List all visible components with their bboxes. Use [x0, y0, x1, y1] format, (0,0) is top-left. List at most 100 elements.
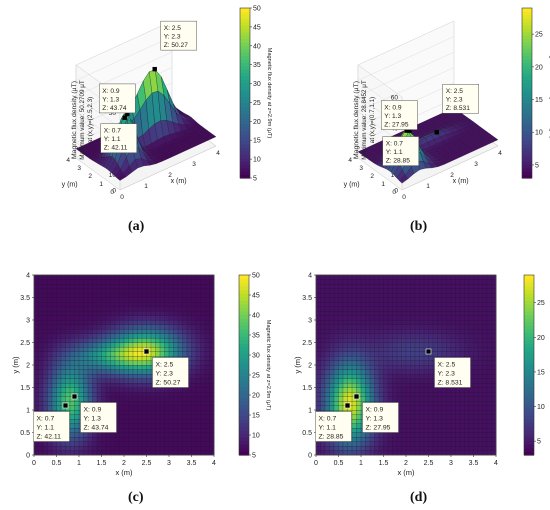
heatmap-cell [51, 292, 57, 298]
heatmap-cell [410, 337, 416, 343]
heatmap-cell [486, 328, 492, 334]
z-gridline [75, 51, 173, 129]
heatmap-cell [482, 373, 488, 379]
heatmap-cell [468, 274, 474, 280]
datatip-text: Y: 1.3 [102, 96, 119, 103]
colorbar-frame-d [523, 274, 535, 456]
heatmap-cell [446, 310, 452, 316]
heatmap-cell [56, 445, 62, 451]
datatip-text: Z: 42.11 [37, 434, 62, 441]
heatmap-cell [182, 333, 188, 339]
heatmap-cell [315, 297, 321, 303]
heatmap-cell [114, 279, 120, 285]
heatmap-cell [164, 387, 170, 393]
heatmap-cell [356, 301, 362, 307]
heatmap-cell [464, 288, 470, 294]
heatmap-cell [405, 306, 411, 312]
heatmap-cell [351, 324, 357, 330]
heatmap-cell [65, 315, 71, 321]
heatmap-cell [150, 324, 156, 330]
colorbar-segment [522, 154, 532, 159]
heatmap-cell [83, 297, 89, 303]
colorbar-segment [522, 8, 532, 12]
heatmap-cell [204, 418, 210, 424]
heatmap-cell [414, 445, 420, 451]
heatmap-cell [396, 445, 402, 451]
heatmap-cell [92, 450, 98, 456]
heatmap-cell [74, 351, 80, 357]
heatmap-cell [369, 337, 375, 343]
heatmap-cell [360, 310, 366, 316]
heatmap-cell [401, 315, 407, 321]
heatmap-cell [459, 436, 465, 442]
heatmap-cell [56, 373, 62, 379]
heatmap-cell [186, 310, 192, 316]
heatmap-cell [392, 274, 398, 280]
heatmap-cell [132, 328, 138, 334]
colorbar-segment [524, 386, 534, 391]
heatmap-cell [146, 396, 152, 402]
heatmap-cell [356, 328, 362, 334]
heatmap-cell [128, 391, 134, 397]
heatmap-cell [137, 310, 143, 316]
heatmap-cell [150, 342, 156, 348]
heatmap-cell [333, 328, 339, 334]
heatmap-cell [410, 364, 416, 370]
heatmap-cell [173, 405, 179, 411]
heatmap-cell [123, 288, 129, 294]
heatmap-cell [200, 423, 206, 429]
heatmap-cell [101, 337, 107, 343]
heatmap-cell [137, 274, 143, 280]
heatmap-cell [47, 279, 53, 285]
heatmap-cell [477, 310, 483, 316]
heatmap-cell [320, 373, 326, 379]
heatmap-cell [204, 288, 210, 294]
heatmap-cell [92, 301, 98, 307]
heatmap-cell [182, 315, 188, 321]
heatmap-cell [92, 342, 98, 348]
heatmap-cell [128, 414, 134, 420]
heatmap-cell [477, 427, 483, 433]
heatmap-cell [360, 342, 366, 348]
heatmap-cell [365, 337, 371, 343]
heatmap-cell [209, 409, 215, 415]
heatmap-cell [392, 324, 398, 330]
heatmap-cell [378, 288, 384, 294]
heatmap-cell [200, 324, 206, 330]
heatmap-cell [387, 436, 393, 442]
heatmap-cell [56, 364, 62, 370]
heatmap-cell [320, 391, 326, 397]
heatmap-cell [101, 391, 107, 397]
heatmap-cell [137, 445, 143, 451]
heatmap-cell [191, 382, 197, 388]
heatmap-cell [369, 432, 375, 438]
heatmap-cell [383, 364, 389, 370]
heatmap-cell [347, 364, 353, 370]
heatmap-cell [155, 297, 161, 303]
heatmap-cell [132, 346, 138, 352]
heatmap-cell [459, 445, 465, 451]
heatmap-cell [486, 310, 492, 316]
heatmap-cell [137, 337, 143, 343]
colorbar-segment [239, 365, 249, 370]
heatmap-cell [132, 324, 138, 330]
colorbar-segment [522, 96, 532, 101]
heatmap-cell [164, 306, 170, 312]
heatmap-cell [342, 382, 348, 388]
heatmap-cell [168, 445, 174, 451]
datatip-text: Y: 2.3 [164, 34, 181, 41]
heatmap-cell [387, 297, 393, 303]
heatmap-cell [38, 337, 44, 343]
heatmap-cell [96, 328, 102, 334]
heatmap-cell [441, 306, 447, 312]
heatmap-cell [383, 391, 389, 397]
heatmap-cell [329, 351, 335, 357]
heatmap-cell [491, 360, 497, 366]
heatmap-cell [378, 364, 384, 370]
heatmap-cell [473, 405, 479, 411]
heatmap-cell [204, 360, 210, 366]
heatmap-cell [432, 315, 438, 321]
heatmap-cell [405, 310, 411, 316]
heatmap-cell [123, 360, 129, 366]
colorbar-segment [239, 404, 249, 409]
